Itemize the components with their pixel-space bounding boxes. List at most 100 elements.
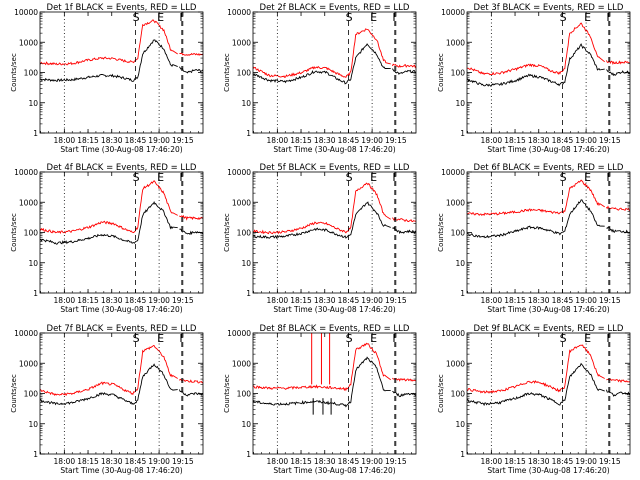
x-tick-label: 19:15 <box>599 136 621 145</box>
y-tick-label: 1000 <box>446 359 465 368</box>
marker-i: I <box>179 332 182 345</box>
x-tick-label: 18:45 <box>125 136 147 145</box>
y-tick-label: 1000 <box>232 38 251 47</box>
y-tick-label: 10 <box>455 420 465 429</box>
x-tick-label: 18:15 <box>77 136 99 145</box>
y-tick-label: 1 <box>246 129 251 138</box>
y-tick-label: 100 <box>237 69 252 78</box>
series-line-events <box>40 200 203 245</box>
marker-i: I <box>606 332 609 345</box>
y-tick-label: 10000 <box>14 329 38 338</box>
chart-title: Det 3f BLACK = Events, RED = LLD <box>474 3 624 13</box>
x-tick-label: 19:00 <box>361 296 383 305</box>
y-tick-label: 1000 <box>19 198 38 207</box>
y-tick-label: 1 <box>33 450 38 459</box>
x-tick-label: 18:00 <box>54 296 76 305</box>
x-tick-label: 18:45 <box>125 457 147 466</box>
marker-s: S <box>133 171 140 184</box>
marker-i: I <box>392 11 395 24</box>
x-tick-label: 18:00 <box>54 136 76 145</box>
series-line-lld <box>40 19 203 66</box>
x-tick-label: 19:00 <box>575 457 597 466</box>
x-tick-label: 18:15 <box>504 296 526 305</box>
x-tick-label: 19:15 <box>172 457 194 466</box>
marker-e: E <box>370 11 377 24</box>
y-tick-label: 100 <box>237 390 252 399</box>
marker-i: I <box>179 11 182 24</box>
x-tick-label: 18:00 <box>267 457 289 466</box>
y-tick-label: 1 <box>33 129 38 138</box>
x-tick-label: 18:45 <box>338 457 360 466</box>
chart-title: Det 8f BLACK = Events, RED = LLD <box>260 324 410 334</box>
y-tick-label: 1 <box>460 129 465 138</box>
marker-e: E <box>584 11 591 24</box>
x-tick-label: 18:15 <box>77 457 99 466</box>
x-tick-label: 18:15 <box>504 457 526 466</box>
y-axis-label: Counts/sec <box>223 374 231 413</box>
y-axis-label: Counts/sec <box>437 374 445 413</box>
x-tick-label: 18:00 <box>481 296 503 305</box>
marker-e: E <box>157 11 164 24</box>
series-line-lld <box>253 182 416 235</box>
series-line-events <box>40 363 203 406</box>
series-line-lld <box>467 179 630 217</box>
series-line-lld <box>253 28 416 79</box>
y-tick-label: 1000 <box>446 198 465 207</box>
x-tick-label: 18:30 <box>314 457 336 466</box>
y-tick-label: 100 <box>451 69 466 78</box>
marker-s: S <box>560 11 567 24</box>
y-tick-label: 100 <box>24 390 39 399</box>
y-tick-label: 100 <box>451 390 466 399</box>
marker-e: E <box>157 332 164 345</box>
marker-e: E <box>157 171 164 184</box>
x-tick-label: 18:15 <box>290 296 312 305</box>
y-tick-label: 1 <box>33 289 38 298</box>
x-tick-label: 19:15 <box>385 296 407 305</box>
y-tick-label: 100 <box>24 69 39 78</box>
y-tick-label: 10 <box>241 99 251 108</box>
y-tick-label: 10000 <box>227 329 251 338</box>
marker-i: I <box>179 171 182 184</box>
marker-s: S <box>133 11 140 24</box>
series-line-lld <box>467 344 630 394</box>
x-tick-label: 18:30 <box>528 457 550 466</box>
x-axis-label: Start Time (30-Aug-08 17:46:20) <box>487 466 609 475</box>
y-tick-label: 1000 <box>19 38 38 47</box>
marker-s: S <box>346 11 353 24</box>
y-tick-label: 1 <box>246 450 251 459</box>
y-tick-label: 1000 <box>232 359 251 368</box>
x-tick-label: 19:15 <box>385 457 407 466</box>
x-tick-label: 18:45 <box>125 296 147 305</box>
y-axis-label: Counts/sec <box>10 53 18 92</box>
chart-title: Det 7f BLACK = Events, RED = LLD <box>47 324 197 334</box>
x-tick-label: 18:30 <box>101 457 123 466</box>
x-tick-label: 19:15 <box>172 296 194 305</box>
marker-i: I <box>392 332 395 345</box>
y-tick-label: 1000 <box>232 198 251 207</box>
marker-s: S <box>560 332 567 345</box>
x-tick-label: 18:30 <box>314 136 336 145</box>
y-tick-label: 100 <box>237 229 252 238</box>
x-tick-label: 18:15 <box>77 296 99 305</box>
x-axis-label: Start Time (30-Aug-08 17:46:20) <box>487 145 609 154</box>
chart-title: Det 5f BLACK = Events, RED = LLD <box>260 163 410 173</box>
series-line-events <box>253 43 416 85</box>
y-tick-label: 100 <box>24 229 39 238</box>
series-line-events <box>40 39 203 82</box>
y-tick-label: 1000 <box>19 359 38 368</box>
y-tick-label: 10 <box>455 99 465 108</box>
marker-i: I <box>606 171 609 184</box>
x-tick-label: 18:15 <box>290 457 312 466</box>
x-tick-label: 18:00 <box>267 296 289 305</box>
x-axis-label: Start Time (30-Aug-08 17:46:20) <box>60 145 182 154</box>
x-axis-label: Start Time (30-Aug-08 17:46:20) <box>273 145 395 154</box>
y-axis-label: Counts/sec <box>223 213 231 252</box>
chart-title: Det 9f BLACK = Events, RED = LLD <box>474 324 624 334</box>
series-line-lld <box>40 180 203 235</box>
y-axis-label: Counts/sec <box>437 53 445 92</box>
y-tick-label: 100 <box>451 229 466 238</box>
marker-e: E <box>370 171 377 184</box>
